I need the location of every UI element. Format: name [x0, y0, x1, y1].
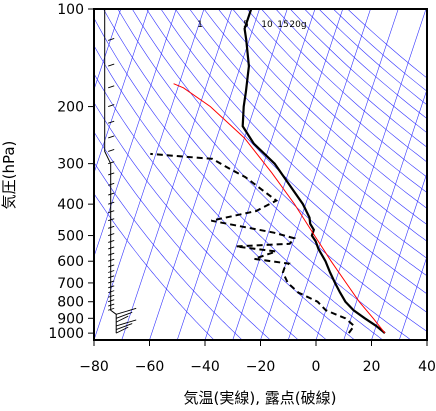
adiabat-grid	[94, 9, 427, 340]
wind-barb	[116, 311, 133, 319]
mixing-ratio-label: 1	[197, 20, 203, 30]
dry-adiabat-line	[117, 9, 427, 332]
dry-adiabat-line	[333, 9, 427, 92]
dry-adiabat-line	[103, 9, 412, 340]
parcel-line	[173, 83, 386, 334]
dry-adiabat-line	[246, 9, 427, 178]
dewpoint-line	[150, 152, 356, 334]
wind-barb	[108, 104, 115, 108]
dry-adiabat-line	[175, 9, 427, 259]
mixing-ratio-labels: 1 5 10 15 20g	[197, 20, 306, 30]
isotherm-line	[398, 255, 427, 340]
wind-barb	[108, 37, 115, 41]
wind-barb	[108, 85, 115, 89]
isotherm-line	[260, 9, 371, 340]
isotherm-line	[121, 9, 233, 340]
wind-barb	[108, 161, 115, 165]
dry-adiabat-line	[94, 101, 299, 340]
y-tick-label: 300	[57, 157, 84, 173]
wind-barb	[108, 148, 115, 152]
wind-staff	[104, 9, 117, 334]
x-tick-label: −40	[190, 359, 220, 375]
dry-adiabat-line	[318, 9, 427, 106]
isotherm-line	[176, 9, 288, 340]
dry-adiabat-line	[261, 9, 427, 163]
y-tick-label: 1000	[48, 326, 84, 342]
y-axis-title: 気圧(hPa)	[0, 141, 18, 210]
x-tick-label: −60	[135, 359, 165, 375]
isotherm-line	[204, 9, 316, 340]
dry-adiabat-line	[94, 131, 271, 340]
isotherm-line	[343, 88, 427, 340]
axis-ticks: −80 −60 −40 −20 0 20 40 100 200 300 400 500 600 700 80…	[48, 2, 436, 375]
x-tick-label: 20	[363, 359, 381, 375]
dry-adiabat-line	[94, 45, 355, 340]
wind-barb	[116, 323, 133, 330]
dry-adiabat-line	[160, 9, 427, 277]
dry-adiabat-line	[232, 9, 427, 193]
dry-adiabat-line	[146, 9, 427, 295]
x-tick-label: −80	[79, 359, 109, 375]
y-tick-label: 100	[57, 2, 84, 18]
isotherm-line	[94, 9, 177, 258]
wind-barb	[115, 315, 129, 323]
dry-adiabat-line	[94, 73, 327, 340]
mixing-ratio-label: 20g	[289, 20, 306, 30]
y-tick-label: 600	[57, 254, 84, 270]
y-tick-label: 500	[57, 229, 84, 245]
wind-barb	[116, 307, 137, 315]
x-tick-label: −20	[246, 359, 276, 375]
dry-adiabat-line	[94, 17, 384, 340]
y-tick-label: 800	[57, 295, 84, 311]
x-tick-label: 40	[418, 359, 436, 375]
dry-adiabat-line	[203, 9, 427, 225]
sounding-series	[150, 9, 386, 334]
y-tick-label: 200	[57, 100, 84, 116]
y-tick-label: 900	[57, 311, 84, 327]
mixing-ratio-label: 5	[243, 20, 249, 30]
dry-adiabat-line	[347, 9, 427, 79]
dry-adiabat-line	[94, 193, 215, 340]
dry-adiabat-line	[131, 9, 427, 313]
mixing-ratio-label: 15	[277, 20, 288, 30]
wind-barb	[108, 135, 115, 139]
isotherm-line	[315, 9, 427, 340]
isotherm-line	[94, 9, 149, 174]
isotherm-line	[232, 9, 344, 340]
wind-barb	[108, 63, 115, 67]
x-axis-title: 気温(実線), 露点(破線)	[184, 389, 337, 407]
wind-barb	[116, 319, 137, 327]
x-tick-label: 0	[312, 359, 321, 375]
wind-barb	[108, 120, 115, 124]
mixing-ratio-label: 10	[261, 20, 273, 30]
dry-adiabat-line	[218, 9, 427, 209]
dry-adiabat-line	[94, 161, 243, 340]
dry-adiabat-line	[189, 9, 427, 242]
isotherm-line	[426, 339, 427, 340]
temperature-line	[241, 9, 386, 334]
wind-barb	[115, 326, 129, 334]
y-tick-label: 400	[57, 197, 84, 213]
dry-adiabat-line	[275, 9, 427, 148]
isotherm-line	[94, 9, 122, 91]
isotherm-line	[149, 9, 260, 340]
isotherm-line	[94, 9, 205, 340]
y-tick-label: 700	[57, 276, 84, 292]
wind-profile	[104, 9, 137, 334]
